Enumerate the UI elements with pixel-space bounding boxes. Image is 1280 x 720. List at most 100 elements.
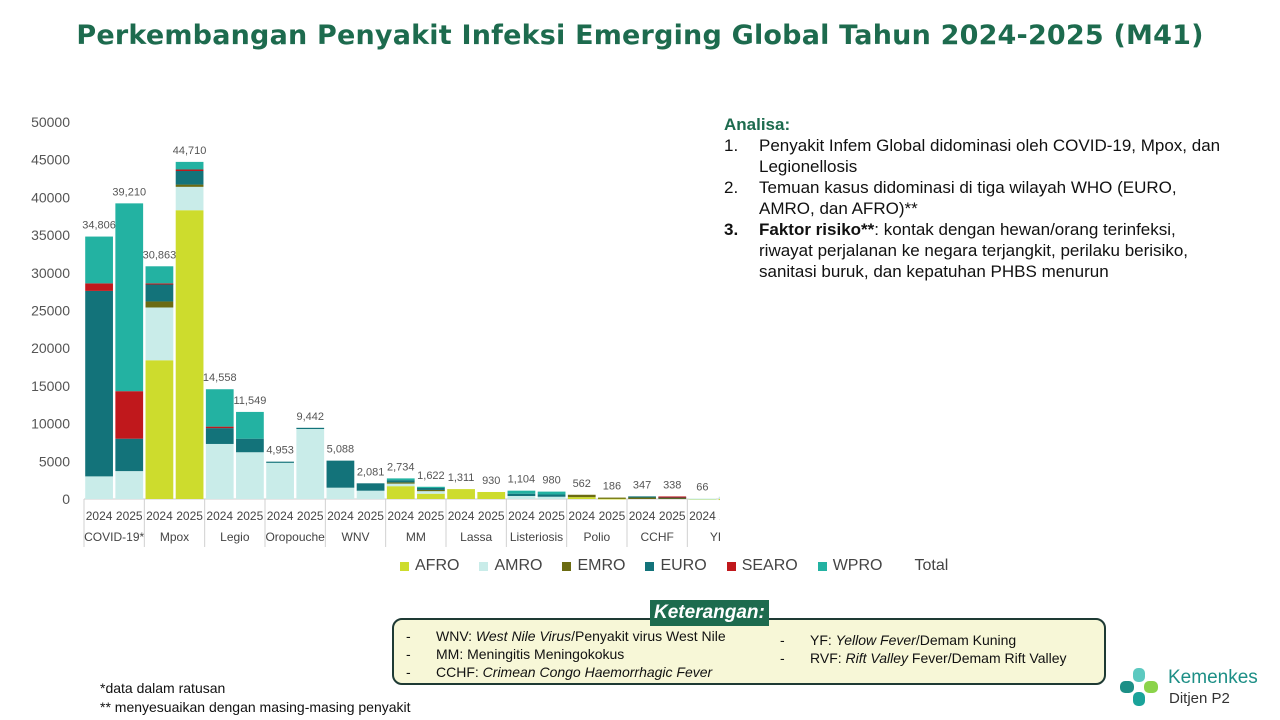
bar-segment-wpro — [145, 266, 174, 284]
legend-swatch — [400, 561, 409, 571]
x-year-label: 2024 — [327, 509, 354, 523]
total-data-label: 44,710 — [173, 145, 207, 157]
bar-segment-searo — [115, 391, 144, 439]
x-category-label: Listeriosis — [510, 530, 563, 544]
y-tick-label: 10000 — [31, 416, 70, 432]
x-year-label: 2024 — [206, 509, 233, 523]
bar-segment-afro — [477, 491, 506, 499]
bar-segment-euro — [386, 480, 415, 483]
bar-segment-emro — [628, 497, 656, 499]
kemenkes-logo-icon — [1120, 668, 1158, 706]
legend-entry: WPRO — [817, 557, 883, 575]
analysis-panel: Analisa: 1. Penyakit Infem Global didomi… — [724, 114, 1224, 282]
x-category-label: YF — [710, 530, 720, 544]
bar-segment-amro — [115, 471, 144, 499]
bar-segment-wpro — [205, 389, 234, 427]
keterangan-left-column: - WNV: West Nile Virus/Penyakit virus We… — [406, 627, 726, 681]
bar-segment-amro — [296, 428, 325, 499]
analysis-item-text: Temuan kasus didominasi di tiga wilayah … — [759, 178, 1177, 218]
x-year-label: 2025 — [116, 509, 143, 523]
bar-segment-afro — [447, 489, 475, 499]
abbr: YF: — [810, 632, 836, 648]
bar-segment-wpro — [507, 490, 536, 494]
keterangan-item: - RVF: Rift Valley Fever/Demam Rift Vall… — [780, 649, 1067, 667]
analysis-item-body: Faktor risiko**: kontak dengan hewan/ora… — [759, 219, 1224, 282]
bar-segment-amro — [205, 443, 234, 499]
total-data-label: 930 — [482, 475, 500, 487]
x-category-label: Mpox — [160, 530, 189, 544]
x-year-label: 2025 — [357, 509, 384, 523]
italic-term: Rift Valley — [845, 650, 909, 666]
bar-segment-euro — [537, 494, 566, 497]
x-category-label: Lassa — [460, 530, 492, 544]
x-year-label: 2025 — [237, 509, 264, 523]
bar-segment-emro — [417, 489, 445, 492]
dash: - — [406, 646, 411, 662]
bar-segment-wpro — [386, 478, 415, 481]
total-data-label: 1,311 — [448, 472, 475, 484]
legend-label: EMRO — [577, 557, 626, 574]
y-tick-label: 0 — [62, 491, 70, 507]
keterangan-text: YF: Yellow Fever/Demam Kuning — [810, 631, 1016, 649]
keterangan-title: Keterangan: — [650, 600, 769, 626]
abbr: WNV: — [436, 628, 476, 644]
total-data-label: 34,806 — [82, 220, 116, 232]
bar-segment-amro — [266, 462, 294, 499]
analysis-item: 3. Faktor risiko**: kontak dengan hewan/… — [724, 219, 1224, 282]
legend-label: AFRO — [415, 557, 460, 574]
total-data-label: 11,549 — [234, 395, 267, 407]
x-year-label: 2024 — [146, 509, 173, 523]
analysis-item-bold: Faktor risiko** — [759, 220, 875, 239]
total-data-label: 1,622 — [417, 470, 445, 482]
bar-segment-euro — [115, 438, 144, 472]
bar-segment-amro — [326, 487, 355, 499]
bar-segment-emro — [658, 497, 687, 499]
footnote-2: ** menyesuaikan dengan masing-masing pen… — [100, 699, 411, 715]
y-tick-label: 5000 — [39, 453, 70, 469]
x-year-label: 2024 — [448, 509, 475, 523]
legend-entry: EMRO — [562, 557, 625, 575]
bar-segment-afro — [145, 360, 174, 499]
legend-entry: EURO — [645, 557, 707, 575]
legend-swatch — [562, 561, 572, 571]
y-tick-label: 30000 — [31, 265, 70, 281]
x-year-label: 2024 — [508, 509, 535, 523]
total-data-label: 14,558 — [203, 372, 237, 384]
keterangan-item: - CCHF: Crimean Congo Haemorrhagic Fever — [406, 663, 726, 681]
bar-segment-amro — [537, 496, 566, 499]
bar-segment-amro — [85, 476, 113, 499]
analysis-item-number: 3. — [724, 220, 739, 239]
bar-segment-euro — [296, 427, 325, 430]
x-year-label: 2024 — [86, 509, 113, 523]
keterangan-text: RVF: Rift Valley Fever/Demam Rift Valley — [810, 649, 1067, 667]
x-category-label: Polio — [583, 530, 610, 544]
bar-segment-emro — [386, 482, 415, 484]
legend-label: SEARO — [741, 557, 798, 574]
bar-segment-afro — [175, 210, 204, 499]
chart-legend: AFRO AMRO EMRO EURO SEARO WPRO Total — [400, 557, 948, 575]
x-year-label: 2024 — [689, 509, 716, 523]
total-data-label: 338 — [663, 479, 681, 491]
bar-segment-amro — [386, 483, 415, 487]
analysis-item: 1. Penyakit Infem Global didominasi oleh… — [724, 135, 1224, 177]
x-category-label: Legio — [220, 530, 250, 544]
bar-segment-wpro — [115, 203, 144, 392]
bar-segment-emro — [175, 184, 204, 187]
bar-segment-searo — [658, 496, 687, 498]
abbr: CCHF: — [436, 664, 483, 680]
bar-segment-searo — [205, 426, 234, 429]
bar-segment-wpro — [236, 411, 264, 439]
bar-segment-wpro — [417, 486, 445, 488]
bar-segment-wpro — [537, 491, 566, 495]
keterangan-item: - YF: Yellow Fever/Demam Kuning — [780, 631, 1067, 649]
bar-segment-euro — [205, 428, 234, 444]
bar-segment-afro — [386, 486, 415, 499]
legend-label: WPRO — [832, 557, 883, 574]
kemenkes-logo: Kemenkes Ditjen P2 — [1116, 664, 1266, 712]
y-tick-label: 20000 — [31, 340, 70, 356]
bar-segment-euro — [507, 493, 536, 496]
rest: Meningitis Meningokokus — [467, 646, 625, 662]
x-year-label: 2024 — [568, 509, 595, 523]
logo-brand: Kemenkes — [1168, 667, 1258, 688]
analysis-item-number: 1. — [724, 136, 739, 155]
